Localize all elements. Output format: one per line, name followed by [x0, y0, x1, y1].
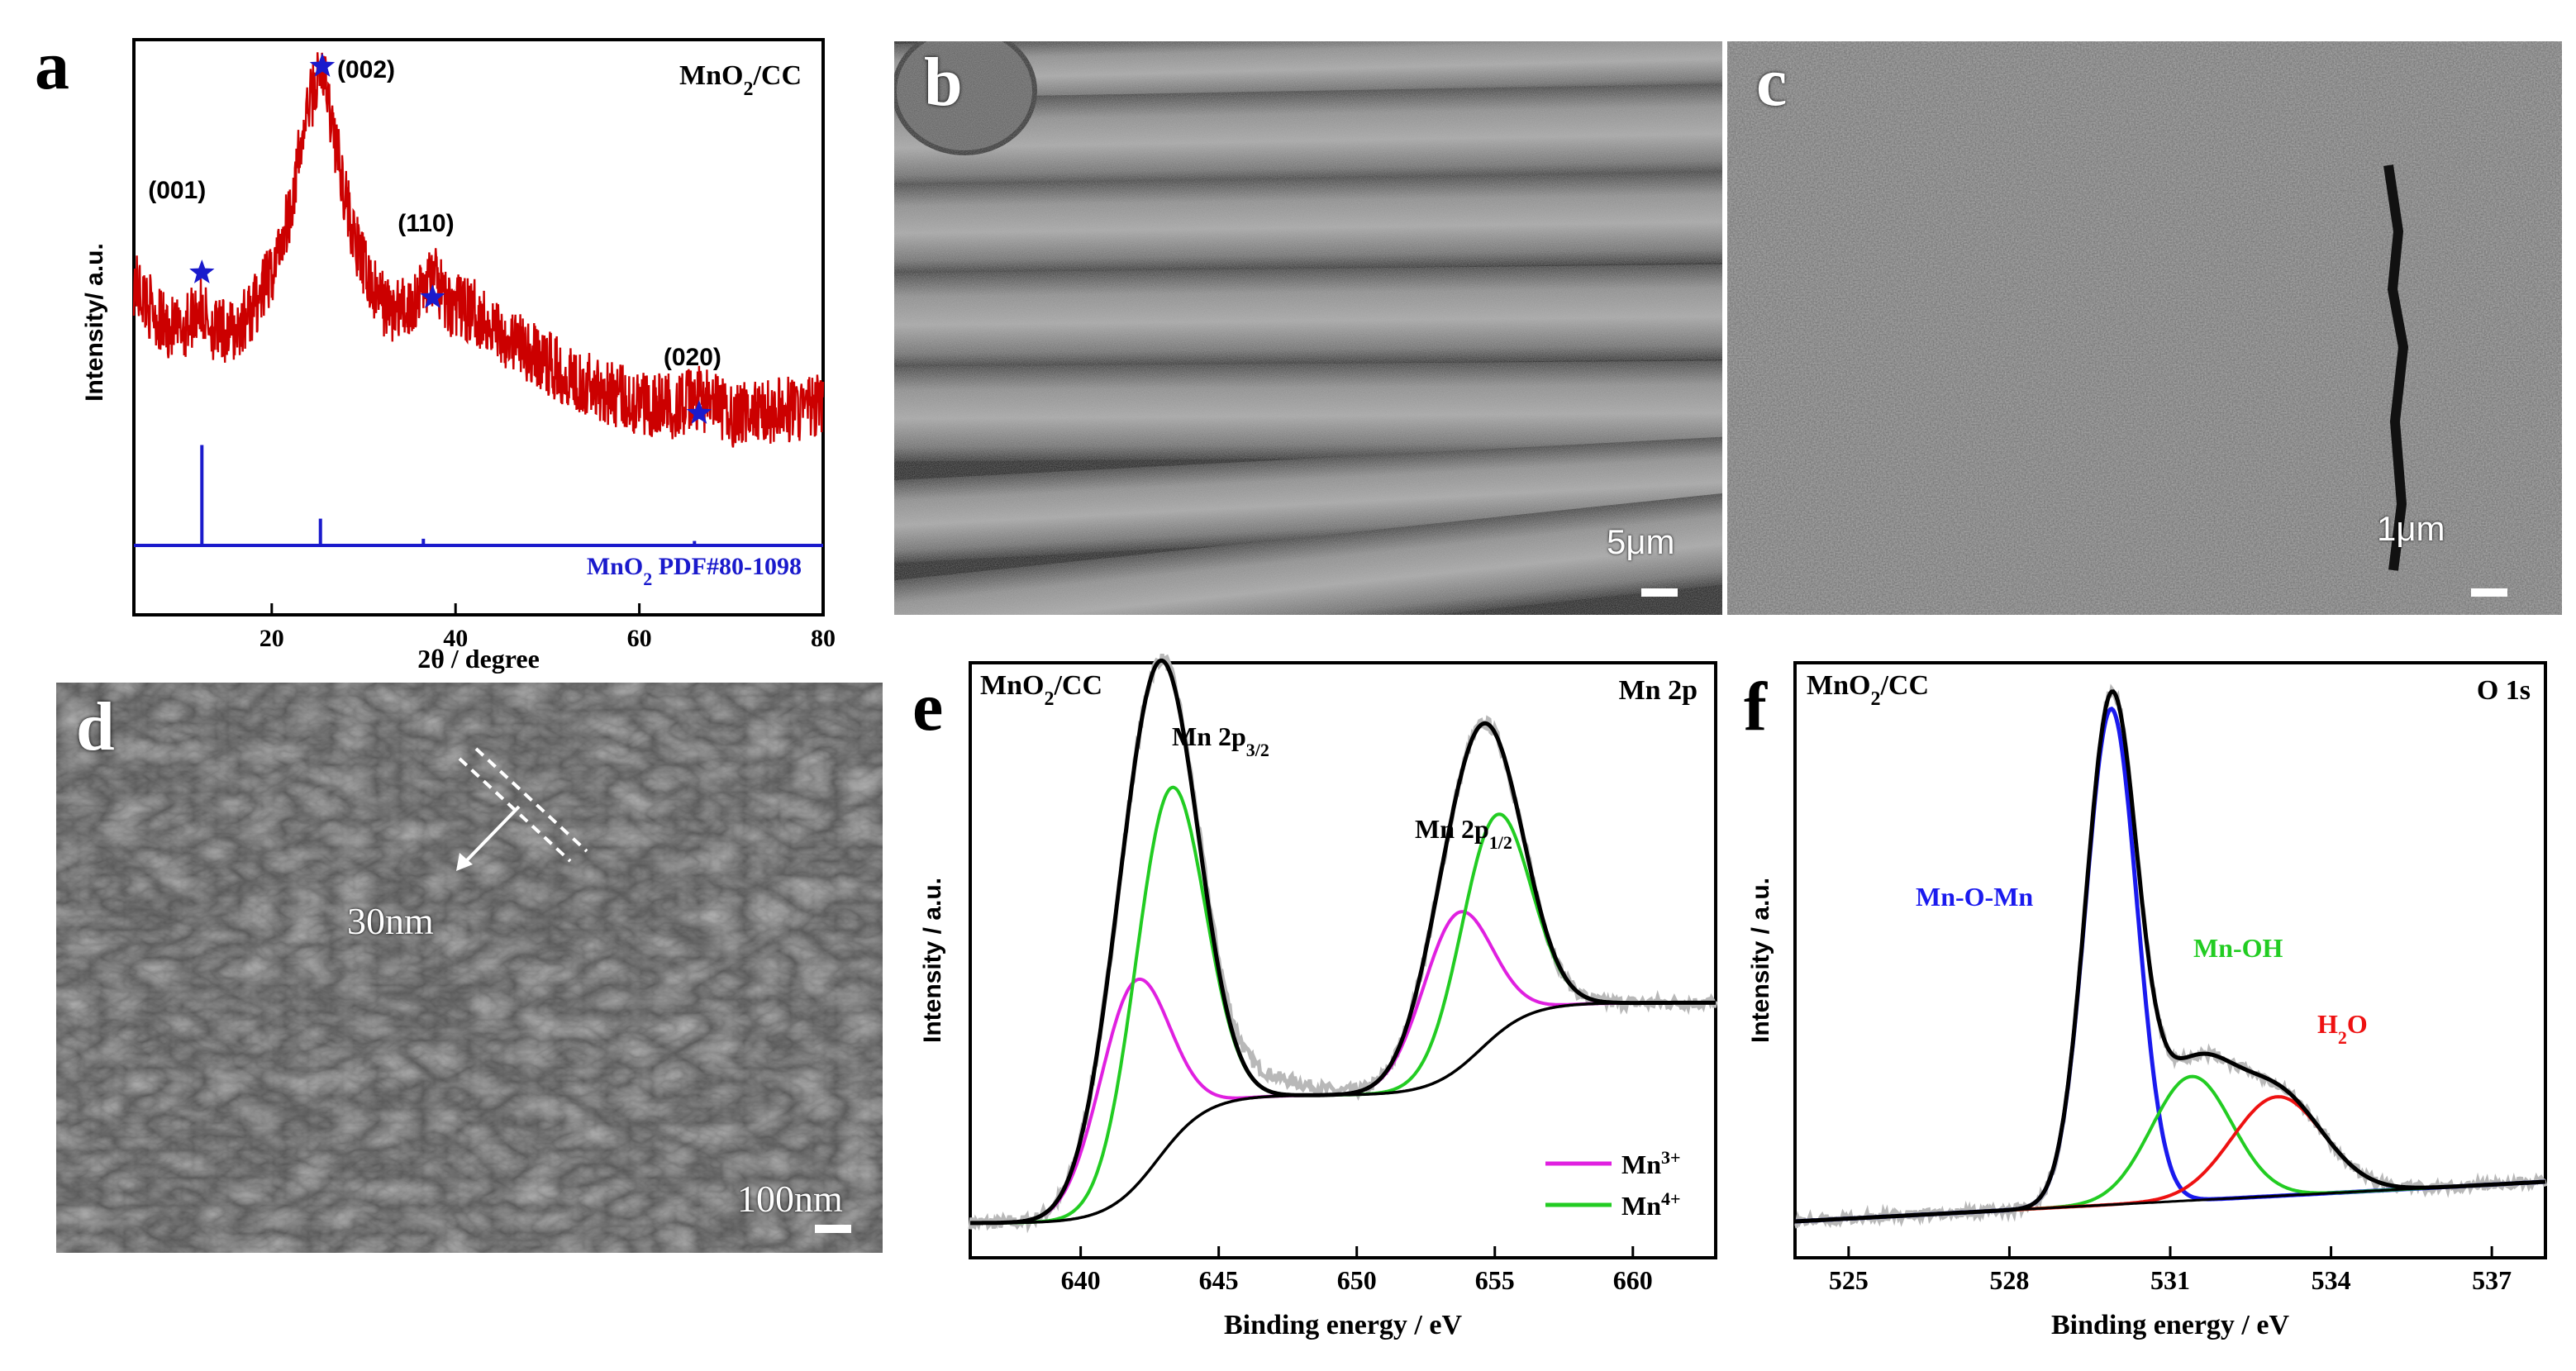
- mn2p-peak-label-1-2: Mn 2p1/2: [1415, 814, 1512, 853]
- o1s-xtick-label: 534: [2312, 1265, 2351, 1295]
- o1s-xlabel: Binding energy / eV: [2051, 1310, 2290, 1340]
- mn2p-xtick-label: 660: [1613, 1265, 1653, 1295]
- xrd-xtick-label: 60: [627, 625, 652, 652]
- sem-image-b: [894, 41, 1722, 615]
- o1s-region-label: O 1s: [2477, 675, 2531, 706]
- mn2p-xtick-label: 645: [1199, 1265, 1239, 1295]
- mn2p-xtick-label: 655: [1475, 1265, 1515, 1295]
- o1s-sample-label: MnO2/CC: [1807, 670, 1929, 710]
- peak-label: (110): [398, 210, 454, 237]
- panel-letter-b: b: [924, 44, 963, 121]
- peak-star-icon: [686, 400, 712, 424]
- scale-bar-d: [815, 1225, 851, 1233]
- panel-letter-c: c: [1756, 44, 1788, 121]
- panel-letter-f: f: [1744, 669, 1767, 745]
- sem-image-d: [56, 683, 883, 1253]
- o1s-raw-data-line: [1794, 683, 2548, 1229]
- thickness-label: 30nm: [347, 900, 434, 942]
- mn2p-envelope-line: [970, 658, 1716, 1226]
- o1s-xtick-label: 531: [2150, 1265, 2190, 1295]
- peak-label: (001): [148, 177, 206, 204]
- panel-letter-d: d: [76, 688, 115, 765]
- xrd-chart: 20 40 60 80 (001) (002) (110) (020) MnO2/CC MnO…: [81, 38, 836, 674]
- peak-label: (020): [664, 344, 721, 371]
- xrd-reference-label: MnO2 PDF#80-1098: [587, 553, 802, 589]
- xrd-xtick-label: 20: [260, 625, 284, 652]
- scale-bar-b: [1641, 588, 1678, 597]
- o1s-envelope-line: [1794, 689, 2546, 1224]
- peak-star-icon: [309, 53, 336, 77]
- scale-label-c: 1μm: [2377, 509, 2445, 548]
- o1s-component-label-mn-o-mn: Mn-O-Mn: [1916, 882, 2033, 912]
- xrd-pattern-line: [132, 52, 825, 448]
- xrd-xtick-label: 80: [811, 625, 836, 652]
- o1s-ylabel: Intensity / a.u.: [1750, 878, 1774, 1043]
- mn-oh-component-line: [1794, 1074, 2546, 1223]
- o1s-xtick-label: 528: [1989, 1265, 2029, 1295]
- mn2p-xtick-label: 640: [1061, 1265, 1101, 1295]
- legend-mn3-label: Mn3+: [1621, 1147, 1681, 1180]
- xrd-plot-frame: [132, 38, 825, 616]
- peak-label: (002): [337, 56, 395, 83]
- mn-o-mn-component-line: [1794, 706, 2546, 1224]
- scale-label-d: 100nm: [737, 1178, 843, 1220]
- o1s-component-label-mn-oh: Mn-OH: [2193, 933, 2283, 963]
- mn2p-plot-frame: [969, 661, 1717, 1259]
- xps-o1s-chart: 525 528 531 534 537 MnO2/CC O 1s Mn-O-Mn Mn-…: [1750, 661, 2548, 1340]
- mn2p-background-line: [970, 1001, 1716, 1225]
- panel-letter-a: a: [35, 27, 69, 104]
- scale-bar-c: [2471, 588, 2507, 597]
- mn2p-region-label: Mn 2p: [1619, 675, 1697, 706]
- mn2p-xtick-label: 650: [1337, 1265, 1377, 1295]
- sem-image-c: [1727, 41, 2562, 615]
- mn2p-xlabel: Binding energy / eV: [1224, 1310, 1463, 1340]
- thickness-arrow: [463, 805, 521, 864]
- o1s-xtick-label: 525: [1829, 1265, 1869, 1295]
- arrow-head-icon: [456, 853, 473, 871]
- legend-mn4-label: Mn4+: [1621, 1188, 1681, 1221]
- xrd-ylabel: Intensity/ a.u.: [81, 243, 108, 402]
- crack: [2383, 164, 2409, 571]
- mn2p-peak-label-3-2: Mn 2p3/2: [1172, 721, 1269, 760]
- panel-letter-e: e: [912, 669, 944, 745]
- peak-star-icon: [189, 259, 215, 283]
- o1s-xtick-label: 537: [2472, 1265, 2512, 1295]
- o1s-component-label-h2o: H2O: [2317, 1009, 2368, 1048]
- xps-mn2p-chart: 640 645 650 655 660 MnO2/CC Mn 2p Mn 2p3/2 M…: [919, 653, 1718, 1340]
- xrd-sample-label: MnO2/CC: [679, 60, 802, 100]
- mn3-component-line: [970, 910, 1716, 1225]
- mn2p-ylabel: Intensity / a.u.: [919, 878, 946, 1043]
- xrd-xlabel: 2θ / degree: [417, 644, 540, 674]
- scale-label-b: 5μm: [1607, 522, 1675, 561]
- thickness-marker-line-2: [474, 747, 588, 853]
- mn4-component-line: [970, 785, 1716, 1225]
- mn2p-sample-label: MnO2/CC: [980, 670, 1102, 710]
- peak-star-icon: [420, 284, 445, 308]
- xrd-xtick-label: 40: [443, 625, 468, 652]
